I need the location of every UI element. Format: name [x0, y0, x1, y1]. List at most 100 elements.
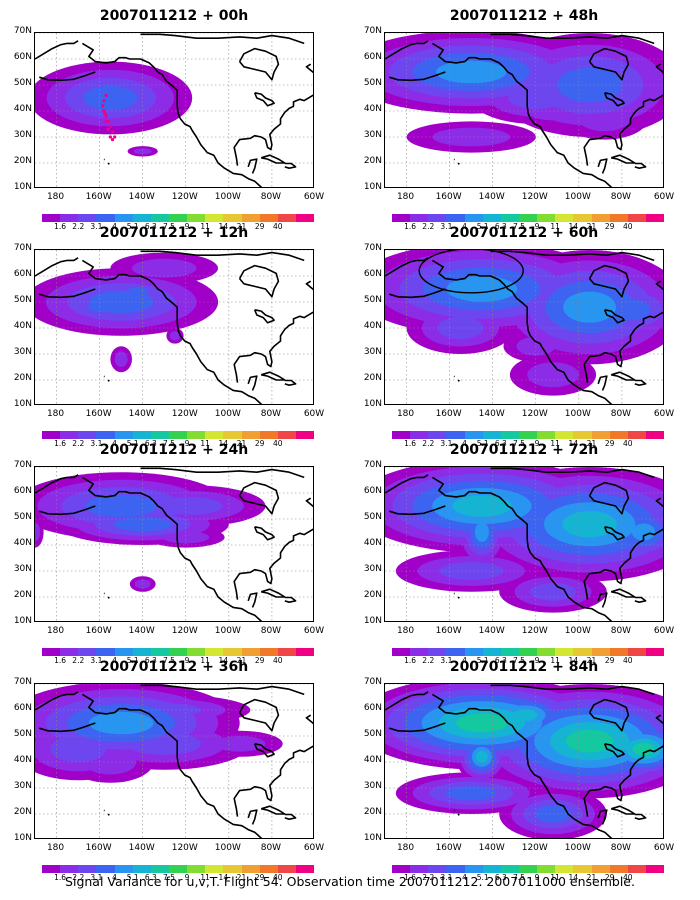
colorbar-swatch [60, 648, 79, 656]
colorbar-swatch [555, 865, 574, 873]
coastline [583, 745, 663, 817]
colorbar-swatch [114, 214, 133, 222]
coastline [35, 691, 79, 711]
colorbar-label: 4 [112, 656, 117, 665]
colorbar-swatch [96, 214, 115, 222]
flight-track-dot [108, 125, 112, 129]
lon-tick-label: 120W [521, 409, 548, 419]
colorbar-swatch [627, 214, 646, 222]
lon-tick-label: 120W [171, 409, 198, 419]
coastline [253, 526, 275, 541]
colorbar-swatch [573, 865, 592, 873]
colorbar-label: 9 [184, 873, 190, 882]
panel-title: 2007011212 + 12h [99, 225, 249, 241]
coastline [140, 467, 305, 479]
colorbar-swatch [114, 865, 133, 873]
colorbar-swatch [168, 214, 188, 222]
lat-tick-label: 20N [13, 590, 32, 600]
lon-tick-label: 100W [214, 843, 241, 853]
coastline [284, 813, 297, 820]
colorbar-label: 4 [462, 222, 467, 231]
lat-tick-label: 40N [363, 755, 382, 765]
lat-tick-label: 40N [13, 755, 32, 765]
lon-tick-label: 80W [610, 409, 632, 419]
colorbar-swatch [410, 214, 429, 222]
panel-title: 2007011212 + 24h [99, 442, 249, 458]
colorbar-label: 29 [254, 873, 265, 882]
variance-contour [169, 331, 181, 341]
colorbar-label: 11 [200, 873, 210, 882]
lat-tick-label: 50N [13, 78, 32, 88]
variance-contour [114, 351, 128, 367]
coastline [490, 33, 655, 45]
colorbar-swatch [482, 648, 501, 656]
lon-tick-label: 120W [521, 192, 548, 202]
colorbar-label: 14 [568, 656, 579, 665]
map-plot [34, 683, 314, 839]
colorbar-label: 14 [568, 439, 579, 448]
colorbar-swatch [609, 865, 628, 873]
colorbar-label: 21 [586, 222, 597, 231]
map-plot [34, 249, 314, 405]
colorbar-label: 40 [272, 873, 283, 882]
variance-contour [446, 786, 497, 801]
coastline [655, 714, 663, 725]
lon-tick-label: 140W [478, 409, 505, 419]
colorbar-swatch [150, 214, 169, 222]
coastline [385, 40, 429, 60]
variance-contour [631, 523, 656, 541]
lon-tick-label: 180 [396, 192, 415, 202]
colorbar-label: 6.3 [494, 222, 507, 231]
lat-tick-label: 10N [363, 182, 382, 192]
variance-contour [85, 494, 158, 518]
colorbar-label: 7.5 [512, 222, 525, 231]
colorbar-label: 2.2 [422, 439, 435, 448]
variance-contour [562, 511, 617, 538]
map-plot [384, 32, 664, 188]
colorbar-swatch [446, 431, 465, 439]
colorbar-label: 29 [254, 656, 265, 665]
colorbar-swatch [645, 865, 665, 873]
lat-tick-label: 30N [363, 347, 382, 357]
lat-tick-label: 10N [13, 616, 32, 626]
colorbar-label: 9 [184, 656, 190, 665]
coastline [457, 813, 460, 816]
colorbar-label: 14 [218, 222, 229, 231]
coastline [253, 92, 275, 107]
colorbar-swatch [591, 214, 610, 222]
coastline [107, 813, 110, 816]
colorbar-swatch [464, 648, 483, 656]
map-svg [35, 684, 313, 838]
coastline [597, 809, 608, 825]
coastline [655, 63, 663, 74]
coastline [39, 288, 96, 299]
lat-tick-label: 50N [363, 295, 382, 305]
colorbar-swatch [78, 648, 97, 656]
colorbar-label: 21 [236, 222, 247, 231]
coastline [490, 467, 655, 479]
colorbar-label: 40 [622, 656, 633, 665]
lon-tick-label: 160W [435, 409, 462, 419]
colorbar-label: 2.2 [422, 873, 435, 882]
colorbar-label: 4 [462, 656, 467, 665]
coastline [588, 481, 630, 515]
coastline [431, 476, 613, 621]
lon-tick-label: 160W [435, 626, 462, 636]
coastline [35, 40, 79, 60]
colorbar-swatch [410, 865, 429, 873]
colorbar-swatch [555, 431, 574, 439]
coastline [81, 42, 263, 187]
coastline [490, 684, 655, 696]
colorbar-label: 2.2 [72, 222, 85, 231]
colorbar-label: 21 [236, 873, 247, 882]
lat-tick-label: 30N [13, 781, 32, 791]
colorbar-label: 7.5 [512, 656, 525, 665]
coastline [39, 722, 96, 733]
coastline [39, 71, 96, 82]
colorbar [392, 214, 665, 222]
colorbar-label: 14 [218, 439, 229, 448]
colorbar-swatch [259, 214, 278, 222]
colorbar-swatch [205, 648, 224, 656]
colorbar [392, 431, 665, 439]
colorbar-swatch [464, 865, 483, 873]
